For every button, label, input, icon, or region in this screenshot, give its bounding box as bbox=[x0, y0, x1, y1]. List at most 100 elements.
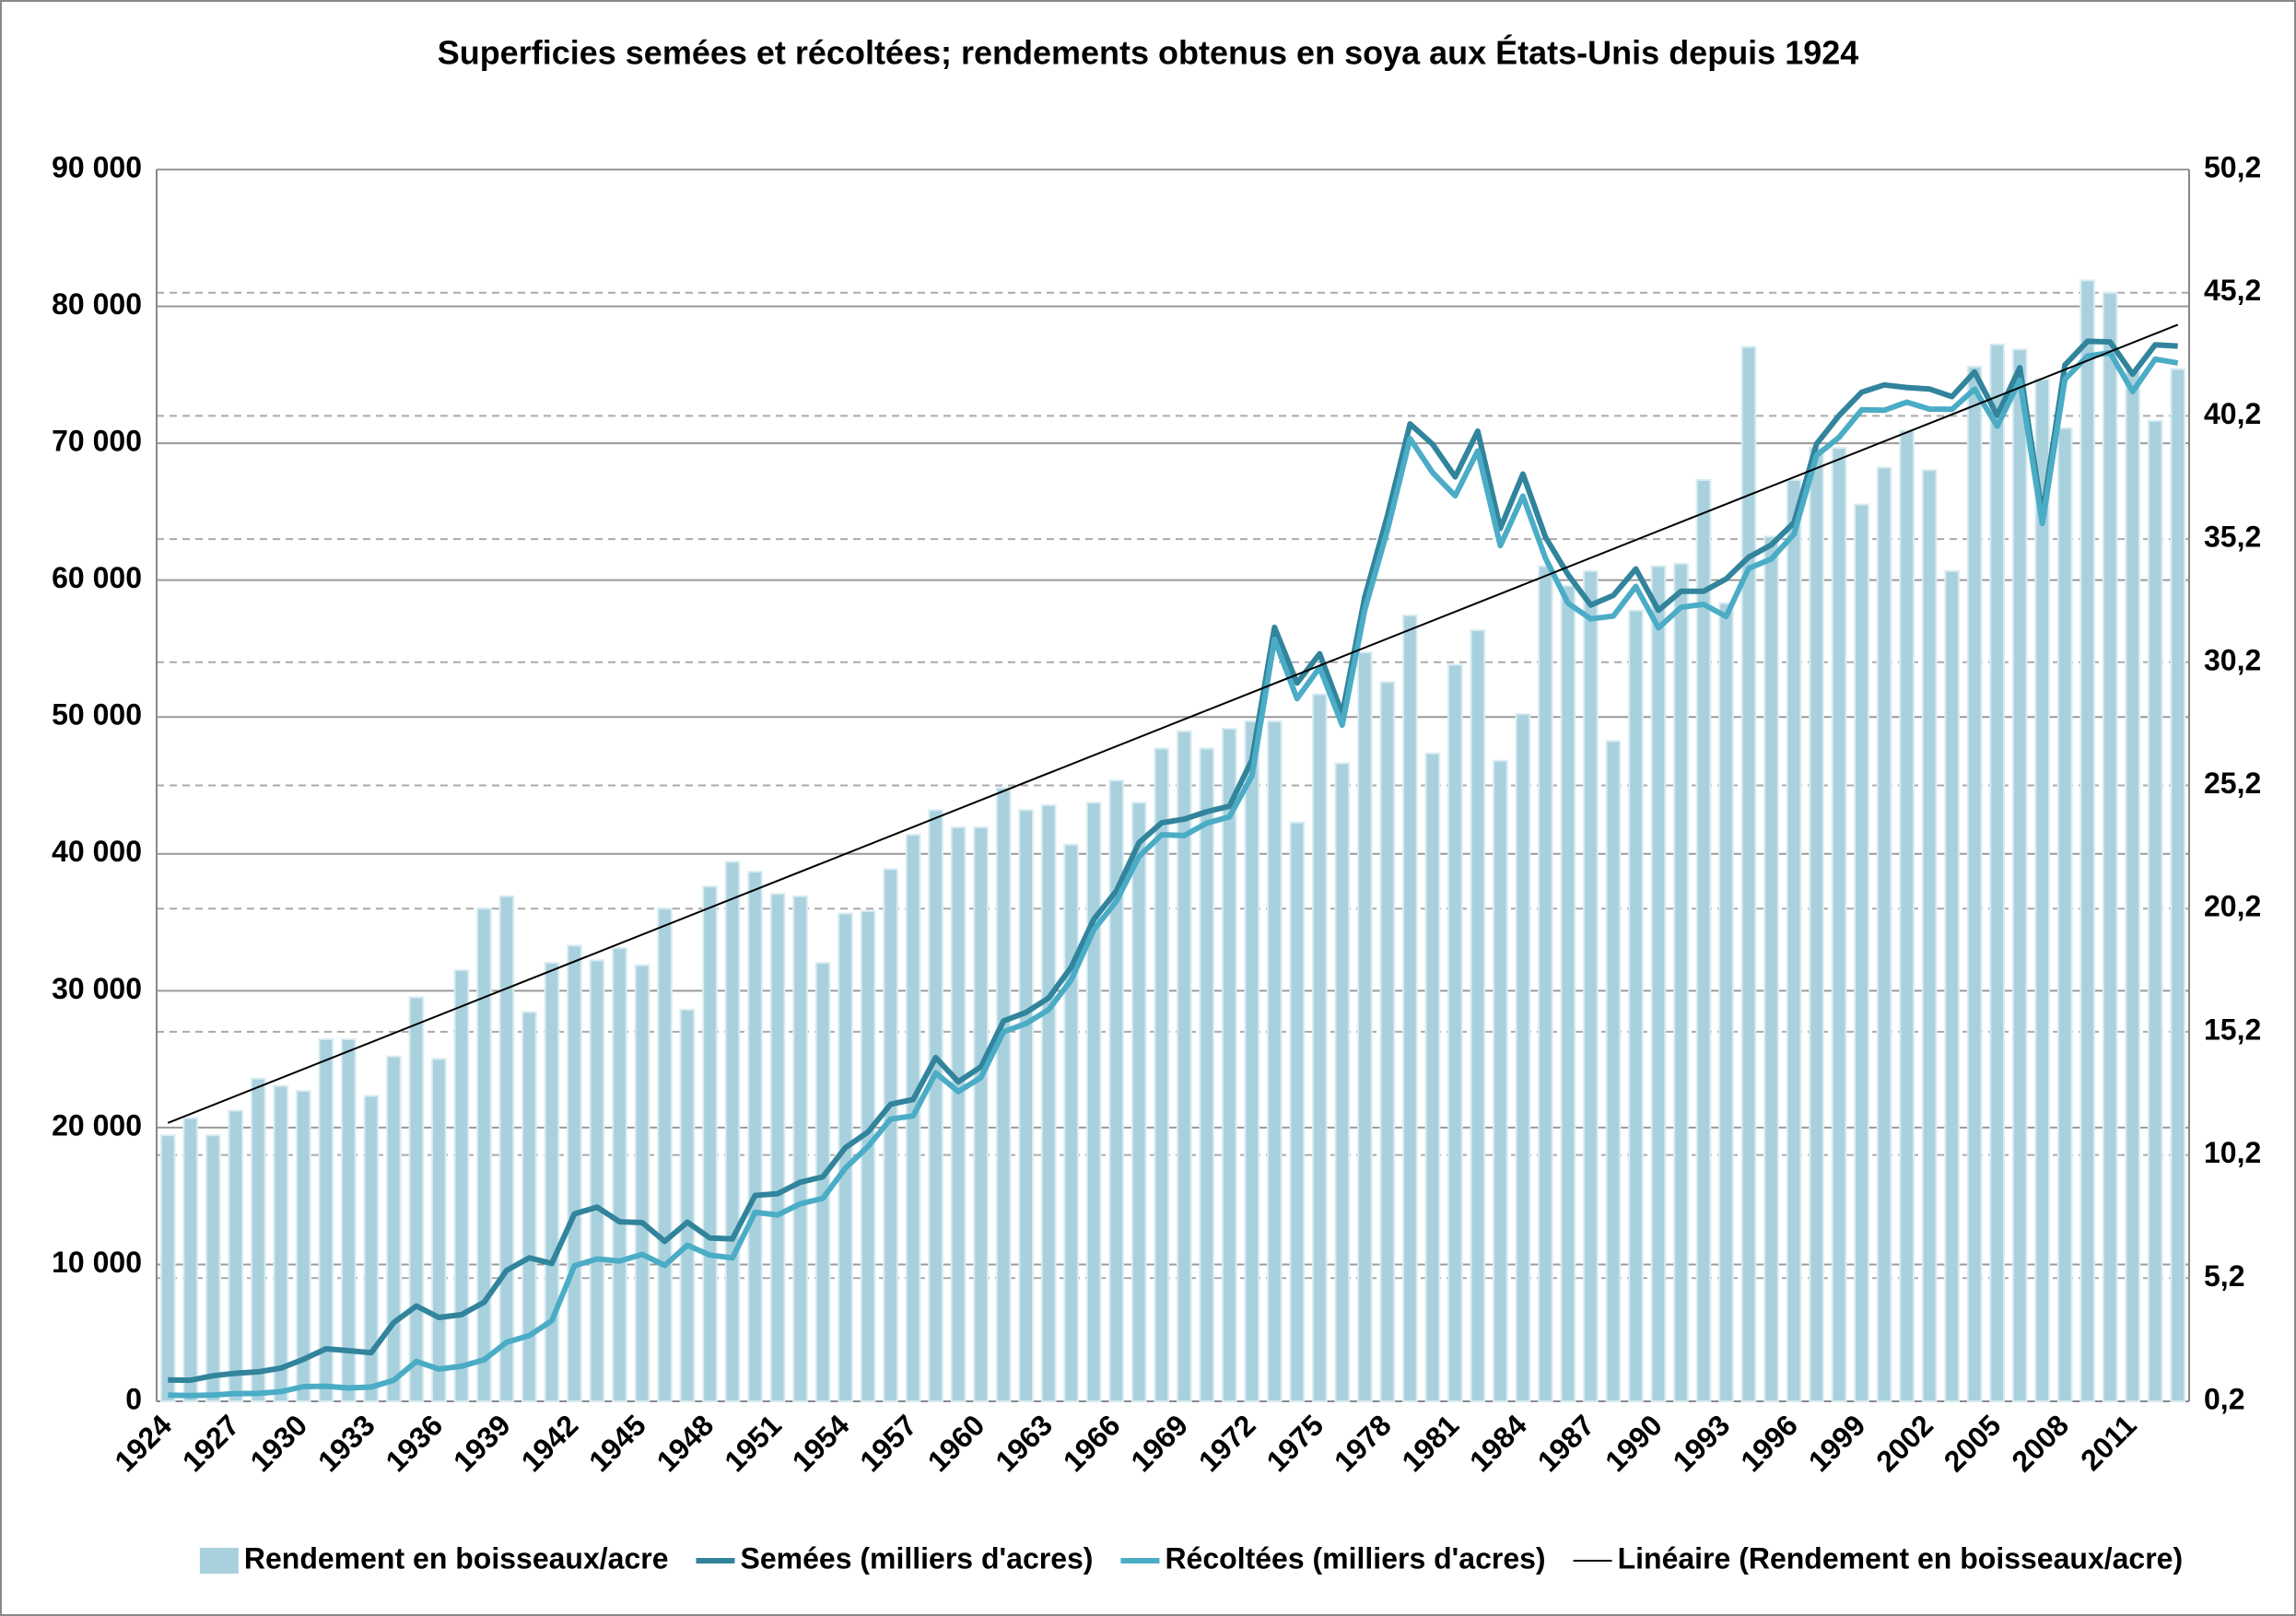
bar bbox=[1944, 569, 1960, 1402]
bar bbox=[1108, 779, 1125, 1402]
bar bbox=[2125, 370, 2141, 1403]
bar bbox=[883, 868, 898, 1402]
bar bbox=[1176, 730, 1192, 1402]
y2-tick-label: 50,2 bbox=[2204, 150, 2261, 183]
bar bbox=[1628, 609, 1644, 1402]
bar bbox=[657, 908, 673, 1402]
bar bbox=[1831, 447, 1847, 1402]
y2-tick-label: 10,2 bbox=[2204, 1136, 2261, 1169]
bar bbox=[612, 946, 627, 1402]
bar bbox=[769, 893, 786, 1402]
y-tick-label: 20 000 bbox=[52, 1108, 142, 1142]
bar bbox=[1199, 747, 1215, 1402]
trendline bbox=[167, 323, 2179, 1124]
bar bbox=[1130, 802, 1147, 1402]
bar bbox=[1085, 802, 1102, 1402]
bar bbox=[386, 1055, 402, 1402]
bar bbox=[1876, 466, 1892, 1402]
bar bbox=[814, 962, 831, 1402]
y2-tick-label: 40,2 bbox=[2204, 397, 2261, 430]
y-tick-label: 0 bbox=[125, 1382, 142, 1415]
bar bbox=[273, 1084, 289, 1403]
legend-swatch bbox=[199, 1548, 239, 1574]
bar bbox=[1650, 565, 1667, 1402]
line bbox=[168, 338, 2178, 1384]
bar bbox=[1447, 663, 1463, 1402]
y2-tick-label: 35,2 bbox=[2204, 521, 2261, 554]
bar bbox=[1809, 447, 1824, 1402]
bar bbox=[295, 1090, 311, 1403]
bar bbox=[1786, 478, 1802, 1402]
legend-item: Semées (milliers d'acres) bbox=[696, 1541, 1093, 1575]
bar bbox=[1695, 478, 1712, 1402]
bar bbox=[792, 895, 808, 1402]
y2-tick-label: 20,2 bbox=[2204, 890, 2261, 923]
y2-tick-label: 30,2 bbox=[2204, 643, 2261, 676]
bar bbox=[476, 908, 492, 1402]
bar bbox=[1718, 602, 1734, 1402]
bar bbox=[2056, 427, 2073, 1402]
bar bbox=[1063, 843, 1080, 1402]
bar bbox=[1538, 565, 1553, 1402]
y-tick-label: 60 000 bbox=[52, 561, 142, 594]
bar bbox=[1921, 469, 1938, 1402]
legend-item: Rendement en boisseaux/acre bbox=[199, 1541, 669, 1575]
bar bbox=[340, 1037, 357, 1402]
bar bbox=[453, 969, 470, 1403]
bar bbox=[521, 1011, 537, 1403]
bar bbox=[1379, 681, 1396, 1402]
line bbox=[168, 349, 2179, 1399]
bar bbox=[1402, 614, 1418, 1402]
bar bbox=[2034, 378, 2051, 1402]
bar bbox=[1899, 429, 1915, 1403]
bar bbox=[159, 1134, 176, 1402]
y2-tick-label: 15,2 bbox=[2204, 1013, 2261, 1046]
bar bbox=[1560, 584, 1576, 1402]
bar bbox=[950, 826, 966, 1402]
legend-label: Rendement en boisseaux/acre bbox=[244, 1541, 669, 1575]
bar bbox=[2170, 368, 2186, 1402]
legend-item: Récoltées (milliers d'acres) bbox=[1120, 1541, 1546, 1575]
bar bbox=[1854, 503, 1869, 1402]
bar bbox=[1154, 747, 1170, 1402]
legend-item: Linéaire (Rendement en boisseaux/acre) bbox=[1573, 1541, 2184, 1575]
bar bbox=[408, 996, 425, 1402]
bar bbox=[544, 962, 560, 1402]
bar bbox=[928, 809, 943, 1402]
legend-label: Récoltées (milliers d'acres) bbox=[1165, 1541, 1545, 1575]
y2-tick-label: 5,2 bbox=[2204, 1259, 2244, 1293]
bar bbox=[1311, 693, 1328, 1402]
bar bbox=[1583, 569, 1599, 1402]
bar bbox=[205, 1134, 221, 1402]
y-tick-label: 30 000 bbox=[52, 972, 142, 1005]
bar bbox=[1018, 809, 1035, 1402]
bar bbox=[2011, 348, 2028, 1402]
bar bbox=[679, 1008, 696, 1402]
y2-tick-label: 45,2 bbox=[2204, 274, 2261, 307]
bar bbox=[1763, 535, 1779, 1402]
bar bbox=[182, 1117, 199, 1402]
bar bbox=[431, 1058, 447, 1402]
bar bbox=[567, 944, 582, 1403]
bar bbox=[228, 1109, 244, 1403]
bar bbox=[1424, 752, 1441, 1402]
bar bbox=[724, 861, 741, 1402]
legend-label: Linéaire (Rendement en boisseaux/acre) bbox=[1618, 1541, 2184, 1575]
y-tick-label: 10 000 bbox=[52, 1246, 142, 1279]
bar bbox=[318, 1037, 334, 1402]
bar bbox=[1470, 629, 1486, 1402]
bar bbox=[2102, 291, 2118, 1403]
bar bbox=[1966, 365, 1983, 1402]
bar bbox=[1334, 762, 1351, 1402]
bar bbox=[860, 909, 876, 1402]
bar bbox=[250, 1077, 266, 1403]
bar bbox=[1356, 651, 1373, 1402]
y-tick-label: 80 000 bbox=[52, 287, 142, 321]
bar bbox=[1493, 759, 1508, 1402]
chart-title: Superficies semées et récoltées; rendeme… bbox=[438, 34, 1859, 72]
y-tick-label: 50 000 bbox=[52, 698, 142, 732]
bar bbox=[995, 787, 1012, 1402]
y-tick-label: 70 000 bbox=[52, 425, 142, 458]
bar bbox=[1266, 720, 1283, 1402]
